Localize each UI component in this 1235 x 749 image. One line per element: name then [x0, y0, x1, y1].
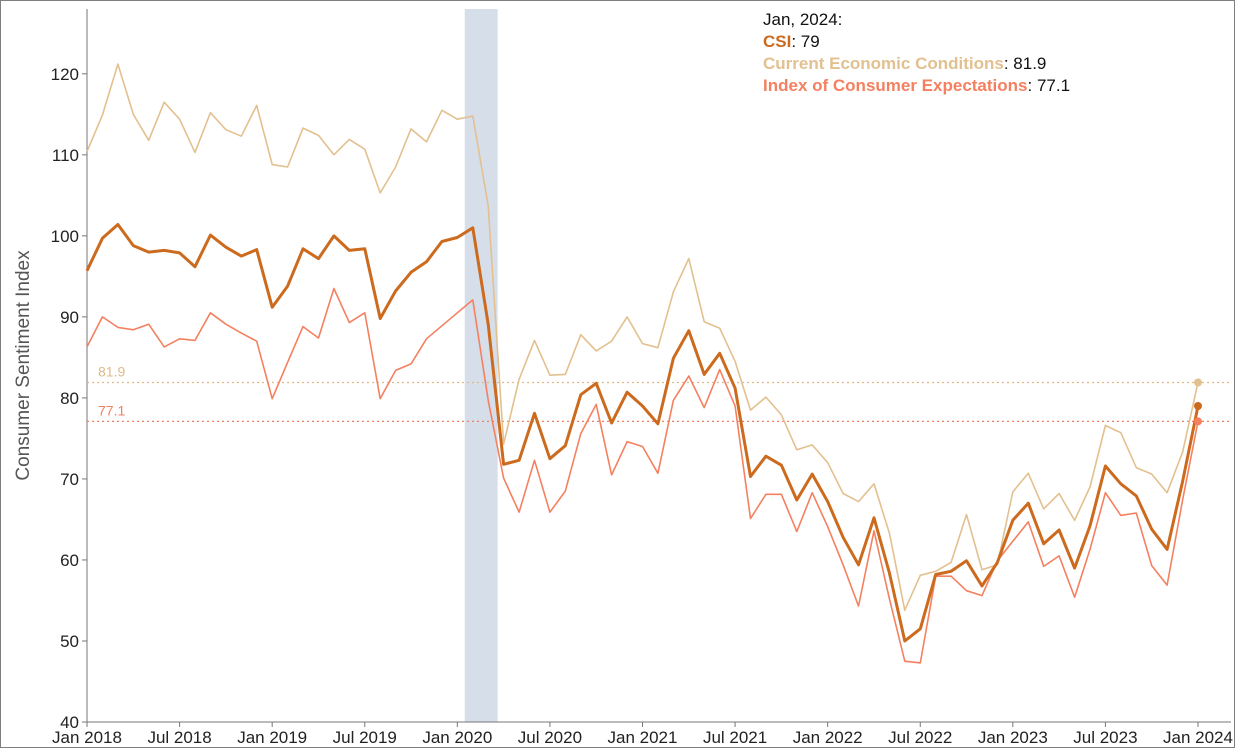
y-tick-label: 80 — [60, 389, 79, 408]
tooltip-name: CSI — [763, 32, 792, 51]
tooltip-value: 81.9 — [1013, 54, 1047, 73]
x-tick-label: Jan 2018 — [52, 728, 122, 747]
y-axis-label: Consumer Sentiment Index — [13, 250, 34, 481]
reference-line-label: 81.9 — [98, 364, 125, 380]
x-tick-label: Jul 2018 — [147, 728, 211, 747]
x-tick-label: Jul 2023 — [1073, 728, 1137, 747]
x-tick-label: Jul 2019 — [333, 728, 397, 747]
series-end-point — [1194, 402, 1202, 411]
x-tick-label: Jan 2019 — [237, 728, 307, 747]
x-tick-label: Jan 2022 — [793, 728, 863, 747]
tooltip-value: 79 — [800, 32, 820, 51]
reference-line-label: 77.1 — [98, 402, 125, 418]
tooltip-heading: Jan, 2024: — [763, 10, 843, 29]
x-tick-label: Jan 2020 — [422, 728, 492, 747]
y-tick-label: 100 — [51, 227, 79, 246]
y-tick-label: 70 — [60, 470, 79, 489]
tooltip-row-current-conditions: Current Economic Conditions: 81.9 — [763, 54, 1047, 73]
tooltip-name: Index of Consumer Expectations — [763, 76, 1028, 95]
tooltip-name: Current Economic Conditions — [763, 54, 1004, 73]
tooltip-row-expectations: Index of Consumer Expectations: 77.1 — [763, 76, 1071, 95]
tooltip-value: 77.1 — [1036, 76, 1071, 95]
y-tick-label: 110 — [52, 146, 79, 165]
series-end-point — [1194, 417, 1202, 426]
tooltip-row-csi: CSI: 79 — [763, 32, 820, 51]
y-tick-label: 90 — [60, 308, 79, 327]
x-tick-label: Jul 2020 — [518, 728, 582, 747]
x-tick-label: Jan 2024 — [1163, 728, 1233, 747]
x-tick-label: Jan 2023 — [978, 728, 1048, 747]
y-tick-label: 40 — [60, 713, 79, 732]
x-tick-label: Jul 2021 — [703, 728, 767, 747]
x-tick-label: Jan 2021 — [608, 728, 678, 747]
x-tick-label: Jul 2022 — [888, 728, 952, 747]
y-tick-label: 60 — [60, 551, 79, 570]
series-line-current-economic-conditions — [86, 63, 1199, 612]
series-end-point — [1194, 378, 1202, 387]
hover-tooltip: Jan, 2024: CSI: 79 Current Economic Cond… — [763, 9, 1070, 97]
series-line-csi — [85, 223, 1200, 643]
y-tick-label: 50 — [60, 632, 79, 651]
series-line-index-of-consumer-expectations — [86, 287, 1199, 664]
y-tick-label: 120 — [51, 65, 79, 84]
